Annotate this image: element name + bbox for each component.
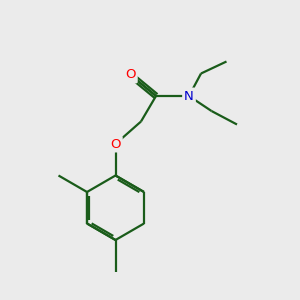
- Text: N: N: [184, 89, 194, 103]
- Text: O: O: [110, 137, 121, 151]
- Text: O: O: [125, 68, 136, 82]
